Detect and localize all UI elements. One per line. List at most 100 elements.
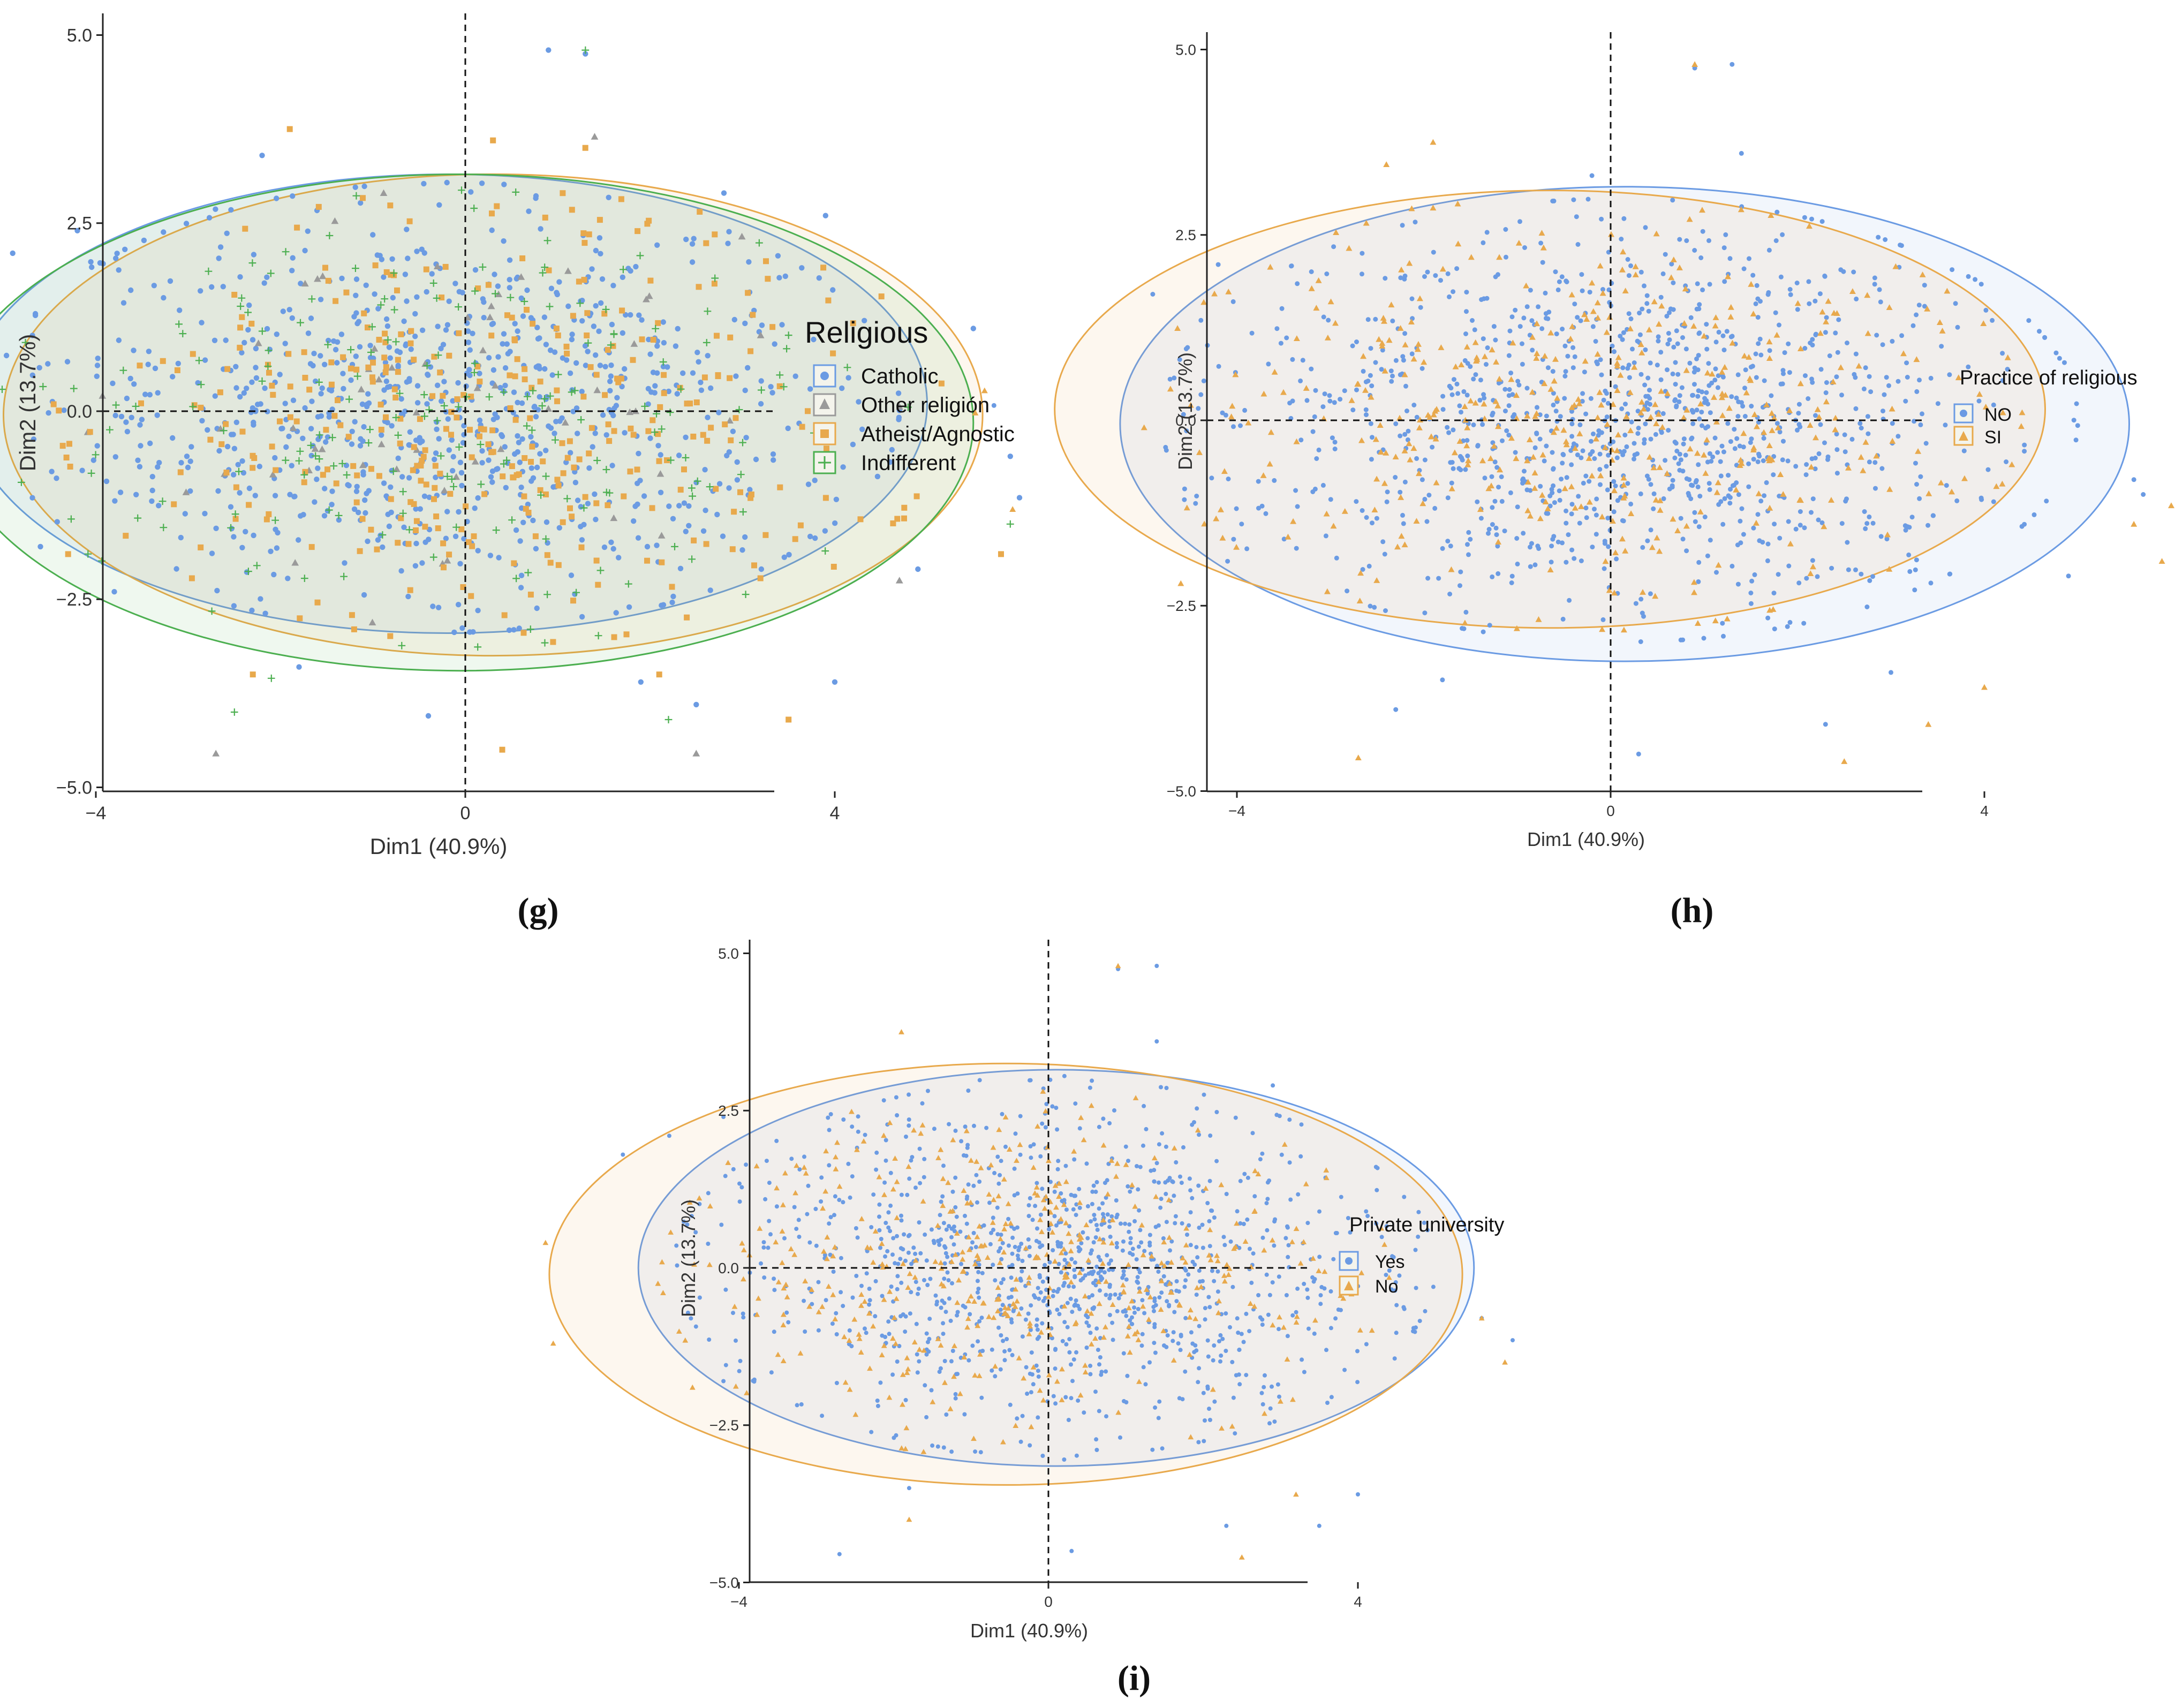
data-point-no bbox=[954, 1230, 960, 1236]
data-point-atheist-agnostic bbox=[824, 445, 829, 452]
data-point-atheist-agnostic bbox=[349, 612, 355, 618]
data-point-no bbox=[550, 1340, 556, 1346]
data-point-yes bbox=[1110, 1320, 1115, 1325]
data-point-no bbox=[938, 1342, 944, 1348]
data-point-no bbox=[1414, 456, 1419, 461]
data-point-yes bbox=[824, 1298, 828, 1303]
data-point-atheist-agnostic bbox=[269, 382, 275, 389]
data-point-yes bbox=[1118, 1435, 1122, 1440]
data-point-yes bbox=[797, 1167, 802, 1172]
data-point-catholic bbox=[290, 397, 297, 403]
data-point-yes bbox=[847, 1342, 851, 1347]
data-point-no bbox=[1591, 431, 1596, 436]
data-point-no bbox=[1707, 451, 1712, 456]
data-point-no bbox=[1409, 351, 1415, 357]
data-point-si bbox=[1682, 285, 1689, 292]
data-point-catholic bbox=[547, 347, 554, 353]
data-point-yes bbox=[1019, 1269, 1024, 1274]
data-point-indifferent bbox=[282, 248, 290, 256]
data-point-no bbox=[1823, 390, 1829, 395]
data-point-si bbox=[1462, 417, 1469, 423]
data-point-no bbox=[1071, 1148, 1077, 1154]
data-point-no bbox=[1027, 1323, 1033, 1329]
data-point-yes bbox=[948, 1318, 953, 1323]
data-point-atheist-agnostic bbox=[605, 502, 611, 509]
data-point-catholic bbox=[840, 464, 846, 470]
data-point-yes bbox=[1267, 1178, 1272, 1183]
data-point-no bbox=[2131, 477, 2136, 482]
data-point-yes bbox=[908, 1311, 912, 1316]
data-point-no bbox=[1741, 444, 1746, 450]
data-point-atheist-agnostic bbox=[56, 407, 62, 414]
data-point-yes bbox=[1300, 1357, 1304, 1362]
data-point-yes bbox=[766, 1245, 771, 1250]
data-point-atheist-agnostic bbox=[232, 516, 239, 522]
data-point-catholic bbox=[552, 430, 557, 436]
data-point-no bbox=[1917, 496, 1922, 501]
data-point-catholic bbox=[137, 464, 143, 470]
data-point-si bbox=[1690, 579, 1697, 585]
data-point-yes bbox=[734, 1338, 738, 1343]
data-point-atheist-agnostic bbox=[555, 562, 562, 568]
data-point-si bbox=[1461, 619, 1468, 626]
data-point-no bbox=[1741, 532, 1746, 537]
data-point-atheist-agnostic bbox=[580, 230, 587, 237]
data-point-yes bbox=[731, 1167, 736, 1172]
data-point-indifferent bbox=[706, 483, 714, 490]
data-point-catholic bbox=[563, 459, 569, 465]
data-point-no bbox=[1697, 302, 1702, 307]
data-point-yes bbox=[873, 1279, 878, 1283]
data-point-yes bbox=[937, 1242, 942, 1247]
data-point-yes bbox=[1092, 1213, 1097, 1218]
data-point-atheist-agnostic bbox=[615, 379, 622, 386]
data-point-no bbox=[1463, 609, 1469, 615]
data-point-yes bbox=[995, 1232, 1000, 1237]
data-point-si bbox=[1467, 397, 1474, 404]
data-point-yes bbox=[998, 1367, 1003, 1372]
data-point-yes bbox=[905, 1192, 910, 1197]
data-point-atheist-agnostic bbox=[323, 427, 329, 433]
data-point-no bbox=[1109, 1217, 1116, 1222]
data-point-catholic bbox=[502, 444, 508, 450]
data-point-catholic bbox=[240, 470, 247, 476]
data-point-no bbox=[935, 1336, 941, 1341]
data-point-no bbox=[1234, 1220, 1240, 1226]
data-point-catholic bbox=[272, 493, 278, 498]
data-point-yes bbox=[1200, 1222, 1205, 1227]
data-point-catholic bbox=[348, 377, 354, 383]
data-point-si bbox=[1747, 377, 1754, 383]
data-point-indifferent bbox=[381, 295, 389, 303]
data-point-yes bbox=[1196, 1183, 1201, 1188]
data-point-yes bbox=[1029, 1390, 1033, 1395]
data-point-atheist-agnostic bbox=[567, 505, 573, 511]
data-point-yes bbox=[1002, 1349, 1007, 1354]
data-point-catholic bbox=[768, 384, 774, 390]
data-point-yes bbox=[907, 1233, 912, 1237]
data-point-si bbox=[2004, 354, 2011, 360]
data-point-no bbox=[1496, 272, 1500, 277]
data-point-no bbox=[1109, 1240, 1115, 1245]
data-point-no bbox=[1490, 574, 1495, 579]
data-point-no bbox=[1025, 1280, 1032, 1286]
data-point-no bbox=[1081, 1137, 1087, 1143]
data-point-catholic bbox=[830, 287, 836, 293]
data-point-indifferent bbox=[580, 504, 588, 512]
data-point-yes bbox=[975, 1279, 980, 1283]
data-point-catholic bbox=[54, 519, 61, 525]
data-point-yes bbox=[1092, 1217, 1097, 1222]
data-point-si bbox=[1766, 442, 1773, 448]
data-point-yes bbox=[1047, 1260, 1052, 1265]
data-point-no bbox=[1539, 326, 1545, 331]
data-point-yes bbox=[877, 1214, 881, 1219]
data-point-catholic bbox=[501, 182, 507, 187]
data-point-no bbox=[782, 1170, 788, 1176]
data-point-no bbox=[1709, 380, 1715, 386]
data-point-si bbox=[1388, 301, 1395, 308]
data-point-yes bbox=[996, 1325, 1001, 1330]
data-point-catholic bbox=[689, 259, 696, 265]
data-point-catholic bbox=[149, 498, 155, 504]
data-point-no bbox=[856, 1335, 863, 1341]
data-point-catholic bbox=[572, 480, 579, 486]
data-point-catholic bbox=[237, 274, 243, 280]
data-point-no bbox=[1684, 548, 1689, 554]
